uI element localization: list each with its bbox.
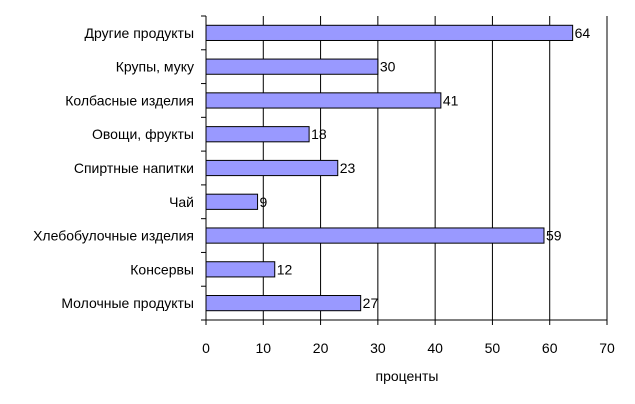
x-tick-label: 0 bbox=[202, 340, 210, 356]
data-label: 27 bbox=[363, 295, 379, 311]
category-label: Консервы bbox=[130, 261, 194, 277]
bar-3 bbox=[205, 126, 310, 143]
x-tick-label: 20 bbox=[313, 340, 329, 356]
category-label: Колбасные изделия bbox=[65, 92, 194, 108]
data-label: 64 bbox=[575, 25, 591, 41]
category-label: Чай bbox=[169, 194, 194, 210]
bar-8 bbox=[205, 295, 362, 312]
data-label: 18 bbox=[311, 126, 327, 142]
data-label: 59 bbox=[546, 228, 562, 244]
x-tick-label: 10 bbox=[255, 340, 271, 356]
x-tick-label: 70 bbox=[599, 340, 615, 356]
x-tick-label: 60 bbox=[542, 340, 558, 356]
data-label: 41 bbox=[443, 92, 459, 108]
data-label: 30 bbox=[380, 59, 396, 75]
category-label: Овощи, фрукты bbox=[92, 126, 194, 142]
bar-5 bbox=[205, 193, 259, 210]
labels: Другие продукты 64 Крупы, муку 30 Колбасные … bbox=[33, 25, 615, 356]
category-label: Крупы, муку bbox=[116, 59, 194, 75]
x-tick-label: 30 bbox=[370, 340, 386, 356]
bar-4 bbox=[205, 159, 339, 177]
bar-6 bbox=[205, 227, 545, 244]
category-label: Молочные продукты bbox=[61, 295, 194, 311]
category-label: Хлебобулочные изделия bbox=[33, 228, 194, 244]
bars bbox=[205, 24, 574, 312]
bar-1 bbox=[205, 58, 379, 75]
bar-2 bbox=[205, 92, 442, 109]
data-label: 12 bbox=[277, 261, 293, 277]
bar-7 bbox=[205, 261, 276, 278]
category-label: Другие продукты bbox=[85, 25, 194, 41]
data-label: 9 bbox=[260, 194, 268, 210]
x-axis-title: проценты bbox=[375, 368, 438, 384]
x-tick-label: 50 bbox=[485, 340, 501, 356]
bar-0 bbox=[205, 24, 574, 41]
category-label: Спиртные напитки bbox=[74, 160, 194, 176]
axes bbox=[201, 15, 608, 325]
x-tick-label: 40 bbox=[427, 340, 443, 356]
data-label: 23 bbox=[340, 160, 356, 176]
